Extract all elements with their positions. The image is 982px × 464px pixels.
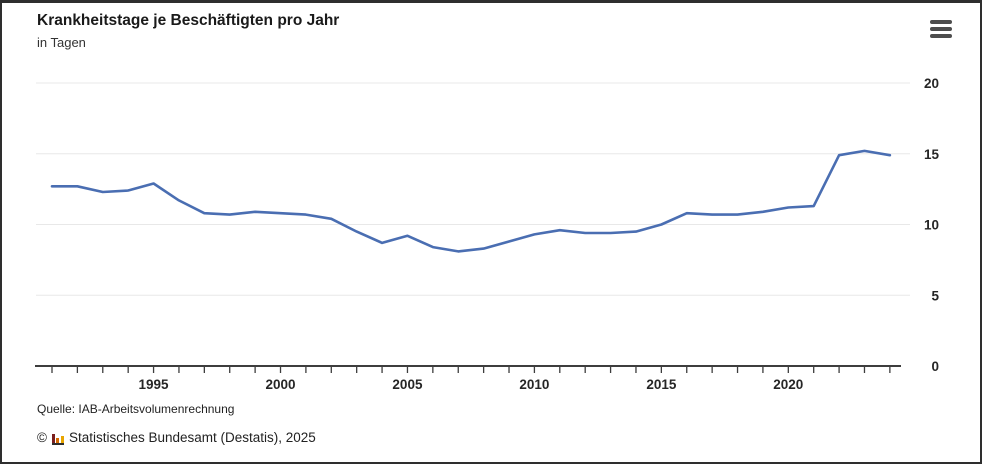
copyright-line: © Statistisches Bundesamt (Destatis), 20… <box>37 430 316 445</box>
menu-bar <box>930 20 952 24</box>
y-tick-label: 10 <box>924 218 939 233</box>
destatis-bar-chart-logo-icon <box>51 431 64 445</box>
chart-subtitle: in Tagen <box>37 35 86 50</box>
y-tick-label: 0 <box>931 359 939 374</box>
data-line <box>50 149 892 253</box>
y-tick-label: 20 <box>924 76 939 91</box>
line-chart: 0 5 10 15 20 1995 2000 2005 2010 2015 2020 <box>35 76 940 392</box>
copyright-text: Statistisches Bundesamt (Destatis), 2025 <box>68 430 316 445</box>
x-tick-label: 1995 <box>139 377 170 392</box>
hamburger-menu-icon[interactable] <box>930 19 952 39</box>
copyright-symbol: © <box>37 430 47 445</box>
x-tick-label: 2010 <box>519 377 549 392</box>
y-tick-label: 5 <box>931 288 939 303</box>
x-tick-label: 2000 <box>265 377 295 392</box>
chart-title: Krankheitstage je Beschäftigten pro Jahr <box>37 12 340 29</box>
x-tick-label: 2015 <box>646 377 677 392</box>
x-tick-label: 2005 <box>392 377 423 392</box>
menu-bar <box>930 27 952 31</box>
menu-bar <box>930 34 952 38</box>
x-tick-label: 2020 <box>773 377 803 392</box>
y-tick-label: 15 <box>924 147 940 162</box>
source-note: Quelle: IAB-Arbeitsvolumenrechnung <box>37 402 235 416</box>
